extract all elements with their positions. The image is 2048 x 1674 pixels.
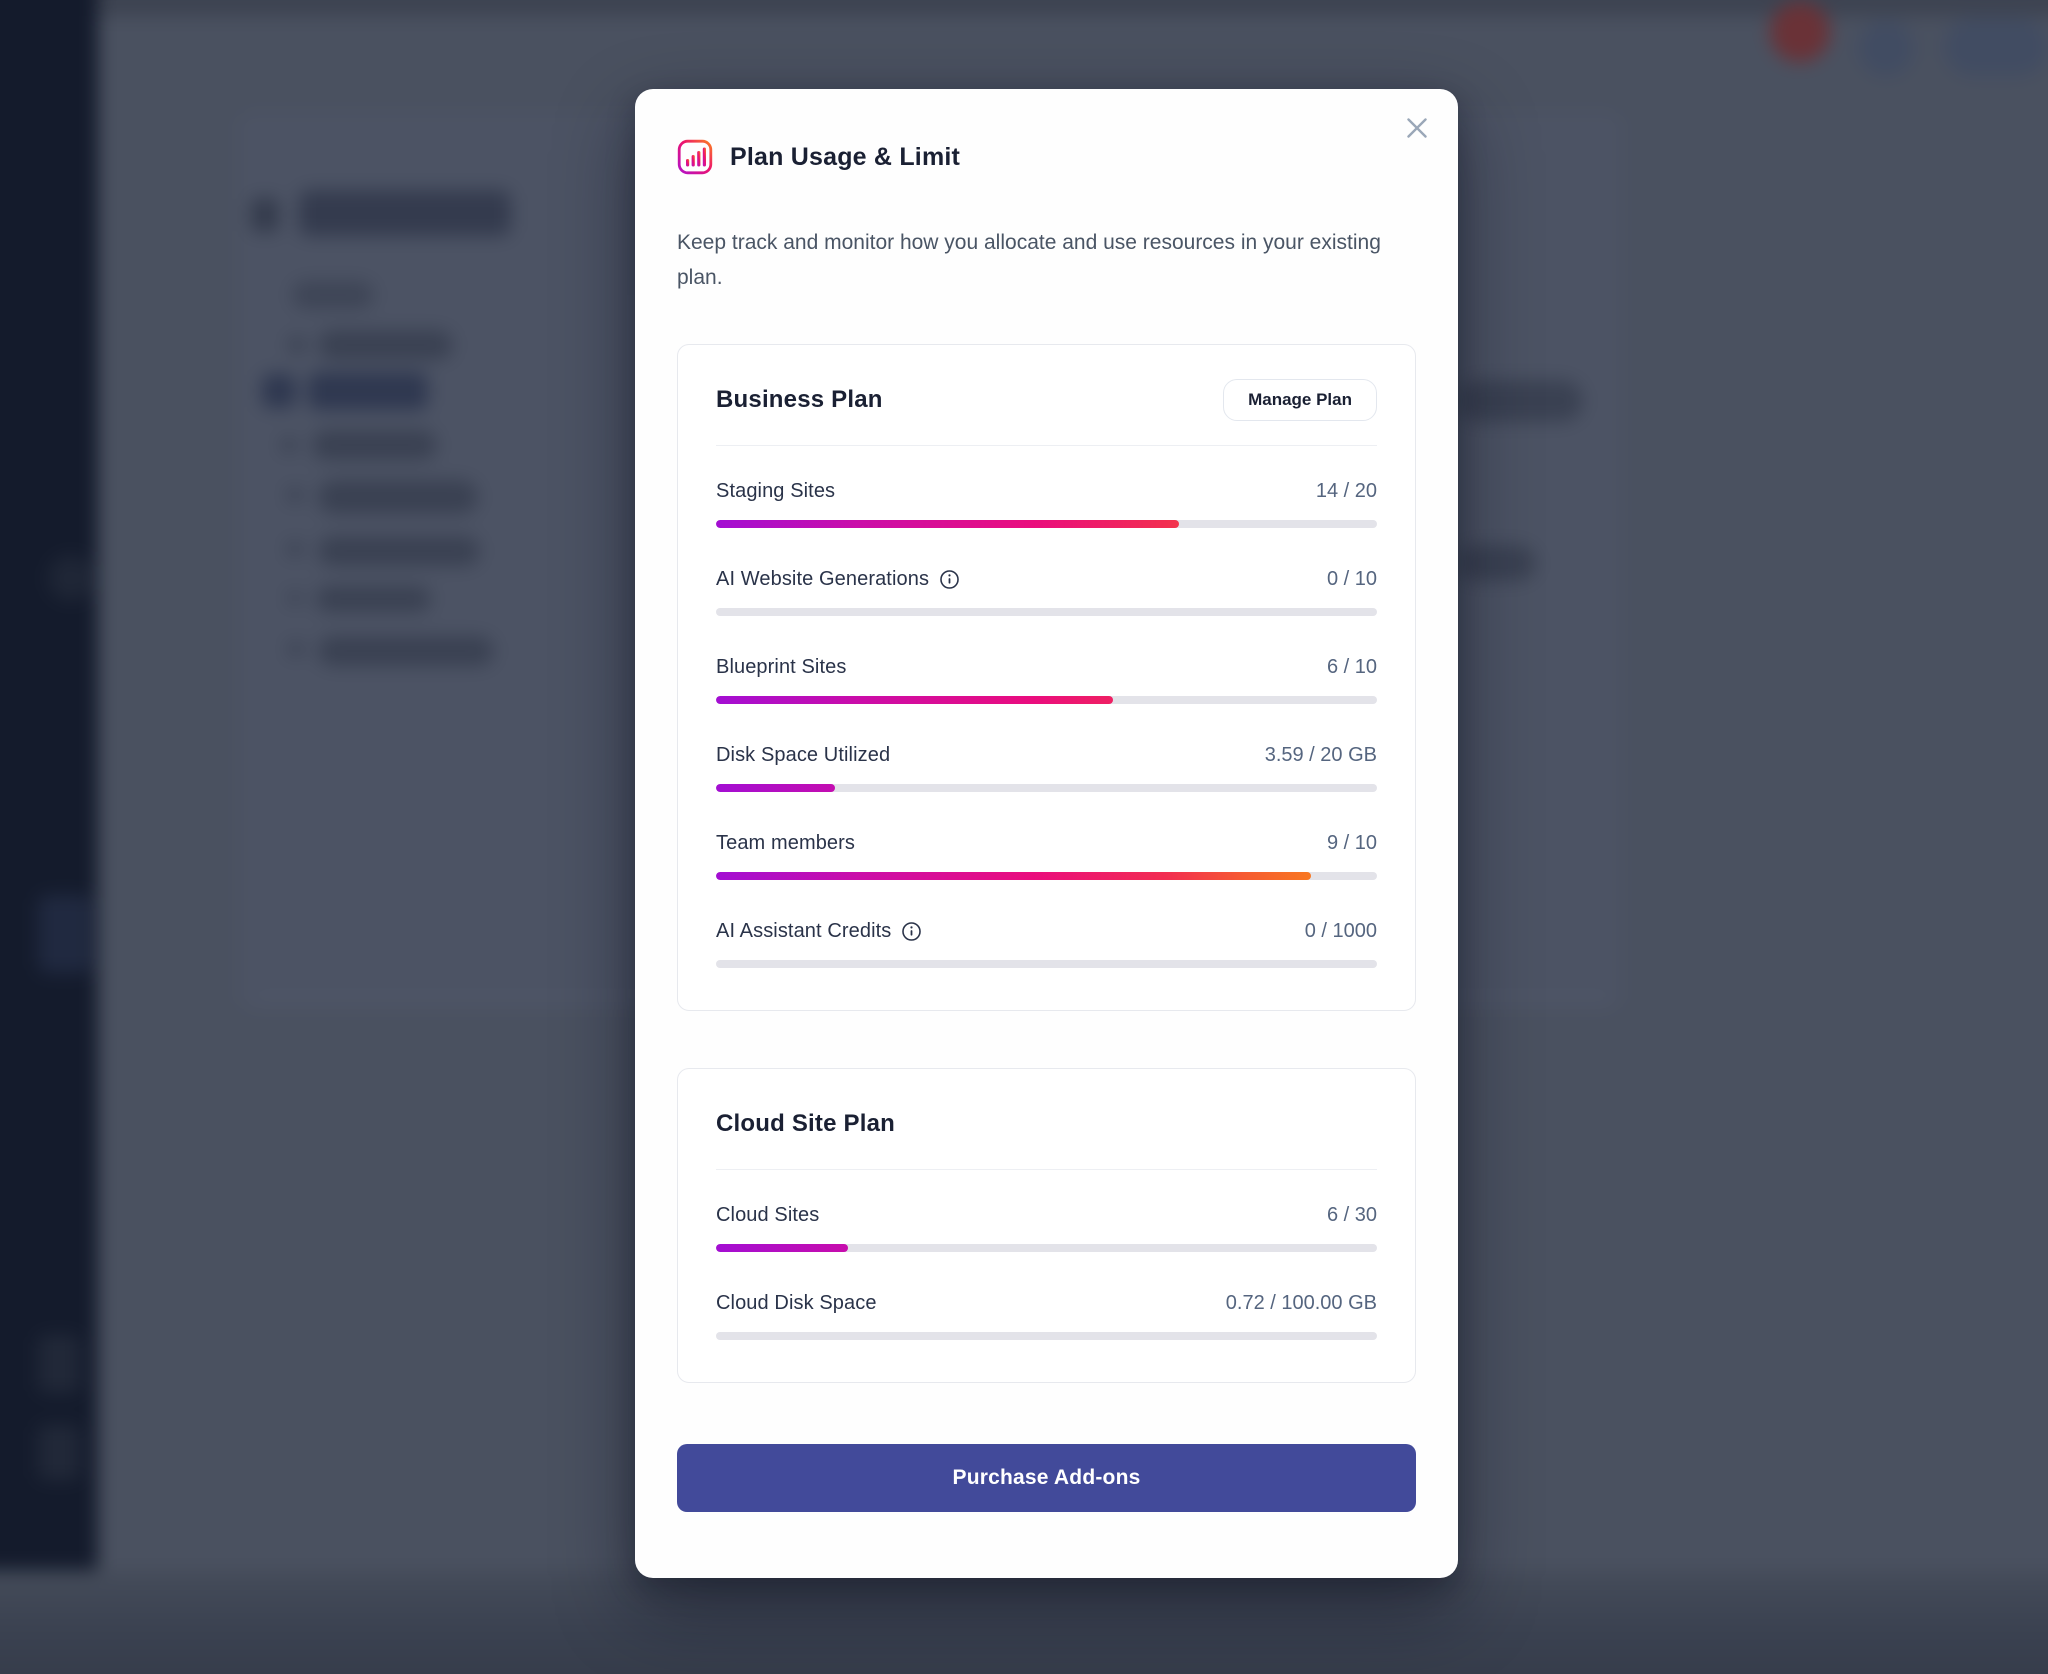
- usage-row-header: AI Website Generations 0 / 10: [716, 568, 1377, 591]
- usage-label: AI Assistant Credits: [716, 920, 892, 942]
- nav-bullet-blurred: [281, 437, 297, 453]
- usage-progress-track: [716, 960, 1377, 968]
- usage-row: AI Website Generations 0 / 10: [716, 568, 1377, 616]
- divider: [716, 445, 1377, 446]
- plan-card-header: Cloud Site Plan: [716, 1103, 1377, 1145]
- header-icon-blurred: [1858, 20, 1914, 76]
- usage-row: AI Assistant Credits 0 / 1000: [716, 920, 1377, 968]
- page-title-blurred: [299, 190, 511, 236]
- usage-row-header: Cloud Disk Space 0.72 / 100.00 GB: [716, 1292, 1377, 1315]
- usage-row: Cloud Sites 6 / 30: [716, 1204, 1377, 1252]
- nav-item-blurred: [318, 330, 453, 360]
- nav-item-blurred: [312, 430, 437, 460]
- usage-progress-track: [716, 608, 1377, 616]
- nav-item-blurred: [318, 536, 480, 566]
- usage-label: Cloud Disk Space: [716, 1292, 877, 1314]
- sidebar-icon-blurred: [48, 555, 94, 601]
- usage-progress-track: [716, 1244, 1377, 1252]
- usage-label: Blueprint Sites: [716, 656, 847, 678]
- usage-row-header: Disk Space Utilized 3.59 / 20 GB: [716, 744, 1377, 767]
- usage-value: 0.72 / 100.00 GB: [1225, 1292, 1377, 1314]
- manage-plan-button[interactable]: Manage Plan: [1223, 379, 1377, 421]
- usage-label: Cloud Sites: [716, 1204, 820, 1226]
- info-icon[interactable]: [901, 921, 922, 942]
- usage-progress-fill: [716, 696, 1113, 704]
- usage-label: Team members: [716, 832, 856, 854]
- close-icon[interactable]: [1400, 111, 1434, 145]
- usage-row-header: Staging Sites 14 / 20: [716, 480, 1377, 503]
- usage-progress-track: [716, 520, 1377, 528]
- usage-rows: Cloud Sites 6 / 30 Cloud Disk Space 0.72…: [716, 1204, 1377, 1340]
- usage-progress-fill: [716, 520, 1179, 528]
- nav-item-blurred: [318, 480, 478, 514]
- blurred-top-bar: [0, 0, 2048, 16]
- usage-value: 3.59 / 20 GB: [1264, 744, 1377, 766]
- nav-item-blurred: [316, 586, 431, 612]
- nav-bullet-blurred: [288, 336, 306, 354]
- modal-description: Keep track and monitor how you allocate …: [677, 231, 1381, 289]
- usage-value: 0 / 1000: [1304, 920, 1377, 942]
- modal-header: Plan Usage & Limit: [677, 89, 1416, 175]
- blurred-bottom-band: [0, 1570, 2048, 1674]
- user-avatar-blurred: [1944, 18, 2048, 76]
- usage-chart-icon: [677, 139, 713, 175]
- plans: Business Plan Manage Plan Staging Sites …: [677, 344, 1416, 1383]
- usage-value: 6 / 10: [1326, 656, 1377, 678]
- usage-progress-track: [716, 696, 1377, 704]
- usage-row: Disk Space Utilized 3.59 / 20 GB: [716, 744, 1377, 792]
- usage-value: 9 / 10: [1326, 832, 1377, 854]
- plan-card: Business Plan Manage Plan Staging Sites …: [677, 344, 1416, 1011]
- nav-item-selected-blurred: [308, 372, 428, 410]
- usage-label: Disk Space Utilized: [716, 744, 891, 766]
- usage-row-header: Blueprint Sites 6 / 10: [716, 656, 1377, 679]
- usage-label: AI Website Generations: [716, 568, 930, 590]
- modal-title: Plan Usage & Limit: [730, 142, 961, 171]
- sidebar-active-item-blurred: [38, 895, 92, 973]
- sidebar-icon-blurred: [38, 1335, 80, 1393]
- usage-progress-track: [716, 872, 1377, 880]
- nav-icon-blurred: [262, 374, 296, 408]
- usage-value: 14 / 20: [1315, 480, 1377, 502]
- usage-progress-fill: [716, 784, 835, 792]
- usage-row-header: Cloud Sites 6 / 30: [716, 1204, 1377, 1227]
- usage-progress-fill: [716, 872, 1311, 880]
- usage-label: Staging Sites: [716, 480, 836, 502]
- content-text-blurred: [1458, 380, 1583, 422]
- usage-rows: Staging Sites 14 / 20 AI Website Generat…: [716, 480, 1377, 968]
- plan-name: Business Plan: [716, 386, 883, 413]
- usage-row: Cloud Disk Space 0.72 / 100.00 GB: [716, 1292, 1377, 1340]
- plan-card: Cloud Site Plan Cloud Sites 6 / 30 Cloud…: [677, 1068, 1416, 1383]
- nav-item-blurred: [292, 281, 374, 309]
- sidebar-icon-blurred: [38, 1425, 80, 1480]
- plan-usage-modal: Plan Usage & Limit Keep track and monito…: [635, 89, 1458, 1578]
- usage-value: 6 / 30: [1326, 1204, 1377, 1226]
- usage-row-header: AI Assistant Credits 0 / 1000: [716, 920, 1377, 943]
- nav-item-blurred: [318, 636, 494, 666]
- nav-bullet-blurred: [288, 591, 302, 605]
- usage-value: 0 / 10: [1326, 568, 1377, 590]
- info-icon[interactable]: [939, 569, 960, 590]
- app-sidebar-blurred: [0, 0, 98, 1674]
- nav-bullet-blurred: [287, 487, 303, 503]
- usage-row: Blueprint Sites 6 / 10: [716, 656, 1377, 704]
- usage-progress-fill: [716, 1244, 849, 1252]
- plan-name: Cloud Site Plan: [716, 1110, 896, 1137]
- usage-progress-track: [716, 784, 1377, 792]
- plan-card-header: Business Plan Manage Plan: [716, 379, 1377, 421]
- nav-bullet-blurred: [287, 541, 303, 557]
- notification-badge-blurred: [1770, 2, 1830, 62]
- purchase-addons-button[interactable]: Purchase Add-ons: [677, 1444, 1416, 1512]
- usage-row: Staging Sites 14 / 20: [716, 480, 1377, 528]
- content-text-blurred: [1458, 545, 1536, 581]
- back-arrow-blurred: [251, 198, 279, 232]
- usage-row: Team members 9 / 10: [716, 832, 1377, 880]
- usage-progress-track: [716, 1332, 1377, 1340]
- nav-bullet-blurred: [288, 641, 304, 657]
- divider: [716, 1169, 1377, 1170]
- usage-row-header: Team members 9 / 10: [716, 832, 1377, 855]
